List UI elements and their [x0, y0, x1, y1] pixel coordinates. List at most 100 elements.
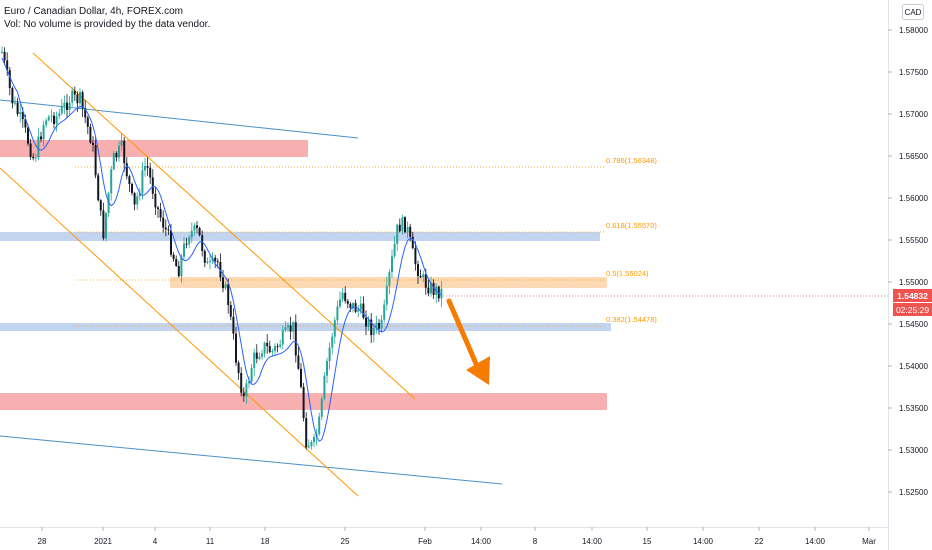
candle-body: [305, 418, 308, 448]
candle-body: [424, 274, 427, 288]
candle-body: [266, 342, 269, 347]
currency-badge[interactable]: CAD: [902, 4, 924, 20]
fib-level-label: 0.382(1.54478): [606, 315, 657, 324]
candle-body: [297, 355, 300, 369]
candle-body: [367, 319, 370, 327]
candle-body: [331, 336, 334, 348]
candle-body: [284, 327, 287, 331]
time-tick-label: Feb: [418, 537, 432, 546]
candle-body: [401, 217, 404, 232]
price-tick-label: 1.54000: [899, 362, 928, 371]
candle-body: [409, 226, 412, 237]
candle-body: [216, 261, 219, 263]
candle-body: [349, 303, 352, 308]
upper-trendline[interactable]: [0, 99, 359, 139]
candle-body: [274, 346, 276, 352]
candle-body: [362, 303, 365, 318]
candle-body: [289, 325, 292, 332]
candle-body: [159, 209, 162, 218]
candle-body: [326, 361, 328, 376]
candle-body: [432, 283, 435, 295]
candle-body: [188, 237, 191, 245]
plot-area[interactable]: [0, 0, 888, 527]
candle-body: [79, 92, 81, 104]
candle-body: [190, 230, 193, 238]
candle-body: [302, 386, 305, 419]
resistance-zone-top[interactable]: [0, 140, 308, 157]
time-axis[interactable]: 28 2021 4 11 18 25 Feb 14:00 8 14:00 15 14:00 22 14:0…: [38, 527, 877, 546]
candle-body: [94, 145, 97, 176]
symbol-legend-title[interactable]: Euro / Canadian Dollar, 4h, FOREX.com: [4, 6, 183, 17]
candle-body: [149, 167, 152, 178]
candle-body: [167, 229, 170, 231]
candle-body: [352, 303, 354, 308]
candle-body: [8, 70, 11, 89]
candle-body: [396, 224, 399, 244]
candle-body: [372, 327, 375, 336]
fib-level-label: 0.5(1.55024): [606, 269, 649, 278]
time-tick-label: Mar: [862, 537, 876, 546]
candle-body: [406, 226, 409, 233]
candle-body: [133, 192, 136, 205]
candle-body: [185, 243, 188, 245]
candle-body: [248, 381, 250, 384]
candle-body: [172, 254, 175, 259]
candle-body: [50, 115, 53, 117]
channel-lower-line[interactable]: [0, 167, 359, 497]
candle-body: [162, 217, 165, 228]
candle-body: [14, 102, 16, 104]
forecast-arrow[interactable]: [446, 298, 490, 385]
candle-body: [279, 344, 282, 347]
candle-body: [417, 264, 419, 276]
price-tick-label: 1.55500: [899, 236, 928, 245]
price-axis[interactable]: 1.58000 1.57500 1.57000 1.56500 1.56000 1.555…: [888, 26, 928, 497]
candle-body: [385, 285, 388, 305]
time-tick-label: 2021: [94, 537, 112, 546]
candle-body: [300, 368, 302, 387]
candle-body: [414, 248, 417, 265]
candle-body: [193, 225, 196, 231]
candle-body: [307, 446, 310, 448]
candle-body: [170, 230, 172, 255]
fibonacci-retracement[interactable]: 0.786(1.56348) 0.618(1.55570) 0.5(1.55024)…: [75, 156, 657, 327]
candle-body: [346, 300, 349, 304]
candle-body: [97, 175, 100, 201]
candle-body: [292, 322, 295, 332]
candle-body: [164, 227, 167, 230]
support-zone-blue[interactable]: [0, 323, 611, 331]
time-tick-label: 8: [533, 537, 538, 546]
candle-body: [66, 102, 68, 110]
time-tick-label: 22: [755, 537, 764, 546]
candle-body: [71, 90, 74, 103]
candle-body: [253, 352, 256, 368]
candle-body: [224, 284, 227, 289]
moving-average-line: [1, 57, 442, 442]
candle-body: [391, 256, 393, 273]
candle-body: [45, 120, 48, 125]
candle-body: [370, 319, 373, 336]
candle-body: [89, 126, 92, 143]
time-tick-label: 18: [261, 537, 270, 546]
channel-upper-line[interactable]: [32, 52, 416, 400]
resistance-zone-blue[interactable]: [0, 232, 600, 241]
candle-body: [86, 117, 89, 127]
candle-body: [240, 373, 243, 393]
candle-body: [110, 169, 113, 194]
candle-body: [201, 235, 204, 251]
candle-body: [359, 303, 362, 310]
candle-body: [81, 92, 84, 109]
candle-body: [118, 145, 120, 158]
candle-body: [258, 356, 261, 359]
candlestick-series: [1, 46, 443, 450]
candle-body: [40, 136, 42, 140]
candle-body: [245, 383, 248, 397]
candle-body: [102, 210, 105, 239]
candle-body: [37, 136, 40, 158]
candle-body: [365, 317, 367, 327]
candle-body: [318, 416, 321, 435]
lower-trendline[interactable]: [0, 435, 503, 485]
price-tick-label: 1.53500: [899, 404, 928, 413]
candle-body: [115, 153, 118, 158]
candle-body: [151, 177, 154, 194]
